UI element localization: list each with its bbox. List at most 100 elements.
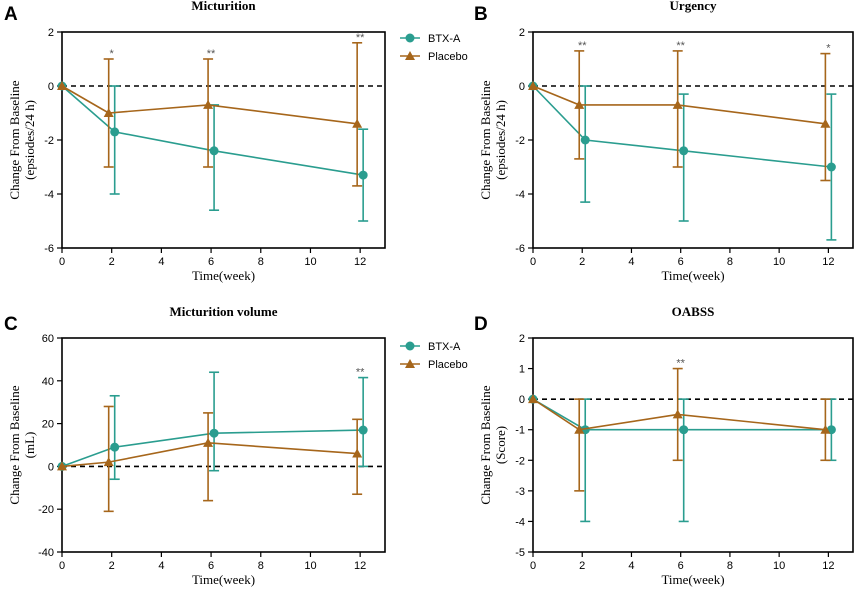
y-tick-label: -20 — [38, 504, 54, 516]
y-axis-label: Change From Baseline(epsiodes/24 h) — [478, 80, 508, 199]
x-tick-label: 8 — [258, 560, 264, 572]
panel-letter: A — [4, 4, 18, 25]
placebo-point — [103, 457, 114, 467]
x-tick-label: 4 — [158, 256, 164, 268]
placebo-point — [528, 81, 538, 90]
btx-a-series-line — [532, 85, 832, 168]
x-tick-label: 4 — [628, 560, 634, 572]
y-tick-label: -1 — [515, 425, 525, 437]
placebo-point — [203, 437, 214, 447]
x-tick-label: 12 — [822, 560, 834, 572]
placebo-point — [528, 394, 538, 404]
y-tick-label: 1 — [519, 364, 525, 376]
y-axis-label-line: Change From Baseline — [478, 80, 493, 199]
y-tick-label: -2 — [515, 455, 525, 467]
y-tick-label: -2 — [44, 135, 54, 147]
x-tick-label: 6 — [208, 256, 214, 268]
panel-b: B Urgency -6 -4 -2 0 2 0 2 4 6 8 10 12 Time(week) Chang… — [474, 0, 854, 283]
x-tick-label: 6 — [678, 560, 684, 572]
placebo-point — [820, 118, 831, 128]
placebo-point — [574, 424, 585, 434]
panel-c: C Micturition volume -40 -20 0 20 40 60 0 2 4 6 8 10 1… — [4, 304, 468, 587]
panel-letter: D — [474, 314, 488, 335]
btx-a-point — [679, 146, 689, 156]
plot-frame — [61, 31, 386, 249]
x-axis-label: Time(week) — [661, 268, 724, 283]
y-axis-label: Change From Baseline(mL) — [7, 385, 37, 504]
placebo-point — [672, 409, 683, 419]
x-tick-label: 12 — [354, 560, 366, 572]
significance-mark: ** — [356, 32, 365, 44]
legend: BTX-A Placebo — [400, 33, 468, 63]
y-axis-label-line: (epsiodes/24 h) — [22, 100, 37, 180]
x-tick-label: 10 — [773, 256, 785, 268]
btx-a-point — [826, 162, 836, 172]
y-tick-label: 2 — [519, 333, 525, 345]
placebo-point — [574, 99, 585, 109]
significance-mark: ** — [676, 358, 685, 370]
placebo-point — [820, 424, 831, 434]
y-tick-label: -2 — [515, 135, 525, 147]
x-tick-label: 6 — [208, 560, 214, 572]
x-tick-label: 10 — [304, 256, 316, 268]
significance-mark: ** — [578, 40, 587, 52]
placebo-point — [103, 108, 114, 117]
btx-a-series-line — [532, 398, 832, 431]
btx-a-point — [580, 135, 590, 145]
placebo-point — [57, 81, 67, 90]
placebo-point — [352, 448, 363, 458]
significance-mark: * — [826, 43, 831, 55]
x-tick-label: 4 — [158, 560, 164, 572]
legend-placebo-marker — [405, 51, 415, 60]
chart-title: OABSS — [672, 304, 715, 319]
x-axis-label: Time(week) — [192, 572, 255, 587]
y-tick-label: 20 — [42, 419, 54, 431]
y-axis-label-line: Change From Baseline — [7, 385, 22, 504]
x-tick-label: 0 — [59, 256, 65, 268]
btx-a-point — [358, 425, 368, 435]
x-tick-label: 2 — [109, 256, 115, 268]
y-tick-label: -40 — [38, 547, 54, 559]
y-axis-label-line: (mL) — [22, 432, 37, 459]
x-tick-label: 2 — [109, 560, 115, 572]
legend-btx-a-label: BTX-A — [428, 341, 461, 353]
y-tick-label: -6 — [515, 243, 525, 255]
placebo-point — [57, 461, 67, 471]
placebo-point — [672, 99, 683, 109]
panel-letter: C — [4, 314, 18, 335]
y-tick-label: 0 — [519, 81, 525, 93]
x-tick-label: 8 — [727, 560, 733, 572]
btx-a-point — [358, 170, 368, 180]
y-tick-label: 2 — [519, 27, 525, 39]
significance-mark: ** — [356, 367, 365, 379]
legend: BTX-A Placebo — [400, 341, 468, 371]
btx-a-point — [679, 425, 689, 435]
btx-a-point — [110, 442, 120, 452]
plot-frame — [61, 337, 386, 553]
placebo-point — [352, 118, 363, 128]
y-tick-label: 40 — [42, 376, 54, 388]
y-tick-label: 0 — [48, 461, 54, 473]
btx-a-point — [209, 146, 219, 156]
placebo-series-line — [61, 85, 358, 125]
y-tick-label: -5 — [515, 547, 525, 559]
x-tick-label: 12 — [822, 256, 834, 268]
btx-a-series-line — [61, 85, 364, 176]
placebo-series-line — [532, 398, 826, 431]
panel-letter: B — [474, 4, 488, 25]
significance-mark: ** — [676, 40, 685, 52]
legend-placebo-label: Placebo — [428, 51, 468, 63]
significance-mark: * — [110, 48, 115, 60]
x-tick-label: 0 — [530, 560, 536, 572]
btx-a-series-line — [61, 429, 364, 468]
y-tick-label: 0 — [48, 81, 54, 93]
legend-placebo-marker — [405, 359, 415, 368]
y-axis-label-line: Change From Baseline — [478, 385, 493, 504]
placebo-series-line — [61, 442, 358, 468]
x-tick-label: 4 — [628, 256, 634, 268]
y-axis-label-line: (Score) — [493, 426, 508, 464]
x-tick-label: 12 — [354, 256, 366, 268]
y-tick-label: 60 — [42, 333, 54, 345]
x-tick-label: 10 — [773, 560, 785, 572]
